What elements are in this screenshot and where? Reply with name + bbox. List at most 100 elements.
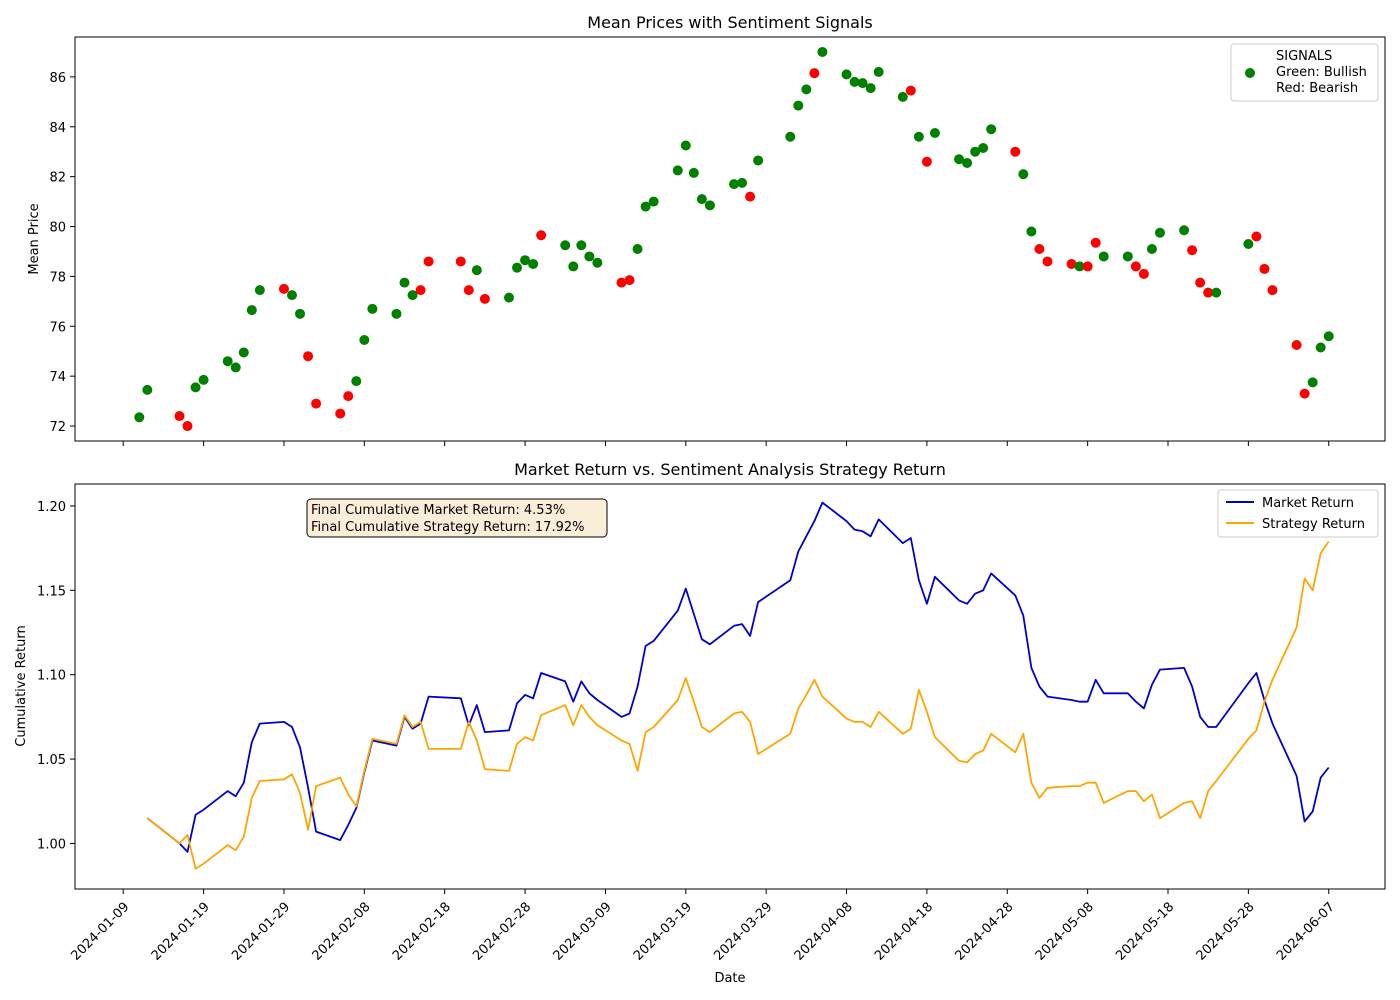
strategy-return-line [146,540,1330,870]
signal-point-bullish [753,155,764,166]
top-plot-frame [74,36,1386,442]
signal-point-bullish [954,154,965,165]
signals-legend-bullish: Green: Bullish [1276,65,1367,80]
top-y-axis: 72 74 76 78 80 82 84 86 [49,71,75,435]
signal-point-bearish [745,191,756,202]
signal-point-bullish [648,196,659,207]
signal-point-bullish [471,265,482,276]
signal-point-bullish [134,412,145,423]
signal-point-bullish [1122,251,1133,262]
signal-point-bullish [873,66,884,77]
signals-legend-title: SIGNALS [1276,49,1332,64]
market-return-line [146,501,1330,853]
signal-point-bullish [222,356,233,367]
signal-point-bearish [278,283,289,294]
y-tick-label: 1.20 [37,500,66,515]
signal-point-bullish [793,100,804,111]
signal-point-bearish [423,256,434,267]
legend-label-strategy: Strategy Return [1262,517,1365,532]
signal-point-bearish [335,408,346,419]
signal-point-bullish [696,194,707,205]
signal-point-bullish [230,362,241,373]
signal-point-bearish [463,285,474,296]
signal-point-bullish [1179,225,1190,236]
signal-point-bearish [479,293,490,304]
bottom-plot-frame [74,483,1386,890]
signal-point-bullish [528,258,539,269]
signal-point-bearish [1130,261,1141,272]
signal-point-bearish [1251,231,1262,242]
final-return-annotation: Final Cumulative Market Return: 4.53% Fi… [306,498,608,538]
signal-point-bullish [254,285,265,296]
signal-point-bullish [1154,227,1165,238]
signal-point-bullish [849,76,860,87]
signal-point-bullish [512,262,523,273]
y-tick-label: 74 [49,370,66,385]
signal-point-bullish [986,124,997,135]
final-market-return-text: Final Cumulative Market Return: 4.53% [311,503,565,518]
signal-point-bearish [1082,261,1093,272]
signal-point-bullish [295,308,306,319]
signal-point-bearish [1042,256,1053,267]
legend-label-market: Market Return [1262,496,1354,511]
top-chart: Mean Prices with Sentiment Signals 72 74 7… [27,13,1386,446]
bottom-chart-title: Market Return vs. Sentiment Analysis Str… [514,460,946,479]
signal-point-bullish [520,255,531,266]
signal-point-bullish [1315,342,1326,353]
signal-point-bearish [182,421,193,432]
signal-point-bullish [1026,226,1037,237]
signal-point-bullish [1018,169,1029,180]
bottom-series-lines [146,501,1330,870]
signal-point-bullish [865,83,876,94]
signal-point-bearish [1010,146,1021,157]
y-tick-label: 72 [49,420,66,435]
y-tick-label: 1.05 [37,753,66,768]
returns-legend: Market Return Strategy Return [1217,489,1379,538]
signal-point-bullish [729,179,740,190]
y-tick-label: 76 [49,320,66,335]
signal-point-bearish [1066,258,1077,269]
signal-point-bullish [1243,238,1254,249]
y-tick-label: 86 [49,71,66,86]
signal-point-bullish [351,376,362,387]
y-tick-label: 84 [49,121,66,136]
top-points [134,46,1334,432]
signal-point-bearish [905,85,916,96]
signal-point-bearish [536,230,547,241]
signal-point-bullish [246,305,257,316]
signal-point-bullish [198,374,209,385]
signal-point-bearish [809,68,820,79]
signal-point-bullish [359,335,370,345]
signal-point-bullish [737,177,748,188]
signal-point-bullish [632,243,643,254]
signal-point-bullish [1074,261,1085,272]
signal-point-bullish [857,78,868,89]
top-y-axis-label: Mean Price [27,203,42,274]
top-chart-title: Mean Prices with Sentiment Signals [587,13,872,32]
signal-point-bullish [407,290,418,301]
signal-point-bullish [391,308,402,319]
final-return-annotation-box [306,498,608,538]
signal-point-bullish [841,69,852,80]
signal-point-bullish [142,384,153,395]
signal-point-bearish [1259,263,1270,274]
signal-point-bullish [584,251,595,262]
signal-point-bullish [704,200,715,211]
returns-legend-box [1217,489,1379,538]
signal-point-bullish [672,165,683,176]
y-tick-label: 1.10 [37,669,66,684]
signal-point-bullish [367,303,378,314]
signal-point-bullish [190,382,201,393]
signal-point-bullish [560,240,571,251]
signals-legend-marker [1245,68,1255,78]
signal-point-bearish [174,411,185,422]
signal-point-bullish [680,140,691,151]
y-tick-label: 1.15 [37,584,66,599]
signal-point-bearish [1138,268,1149,279]
signal-point-bullish [1211,287,1222,298]
y-tick-label: 82 [49,171,66,186]
signal-point-bullish [962,157,973,168]
signal-point-bearish [1034,243,1045,254]
final-strategy-return-text: Final Cumulative Strategy Return: 17.92% [311,520,584,535]
